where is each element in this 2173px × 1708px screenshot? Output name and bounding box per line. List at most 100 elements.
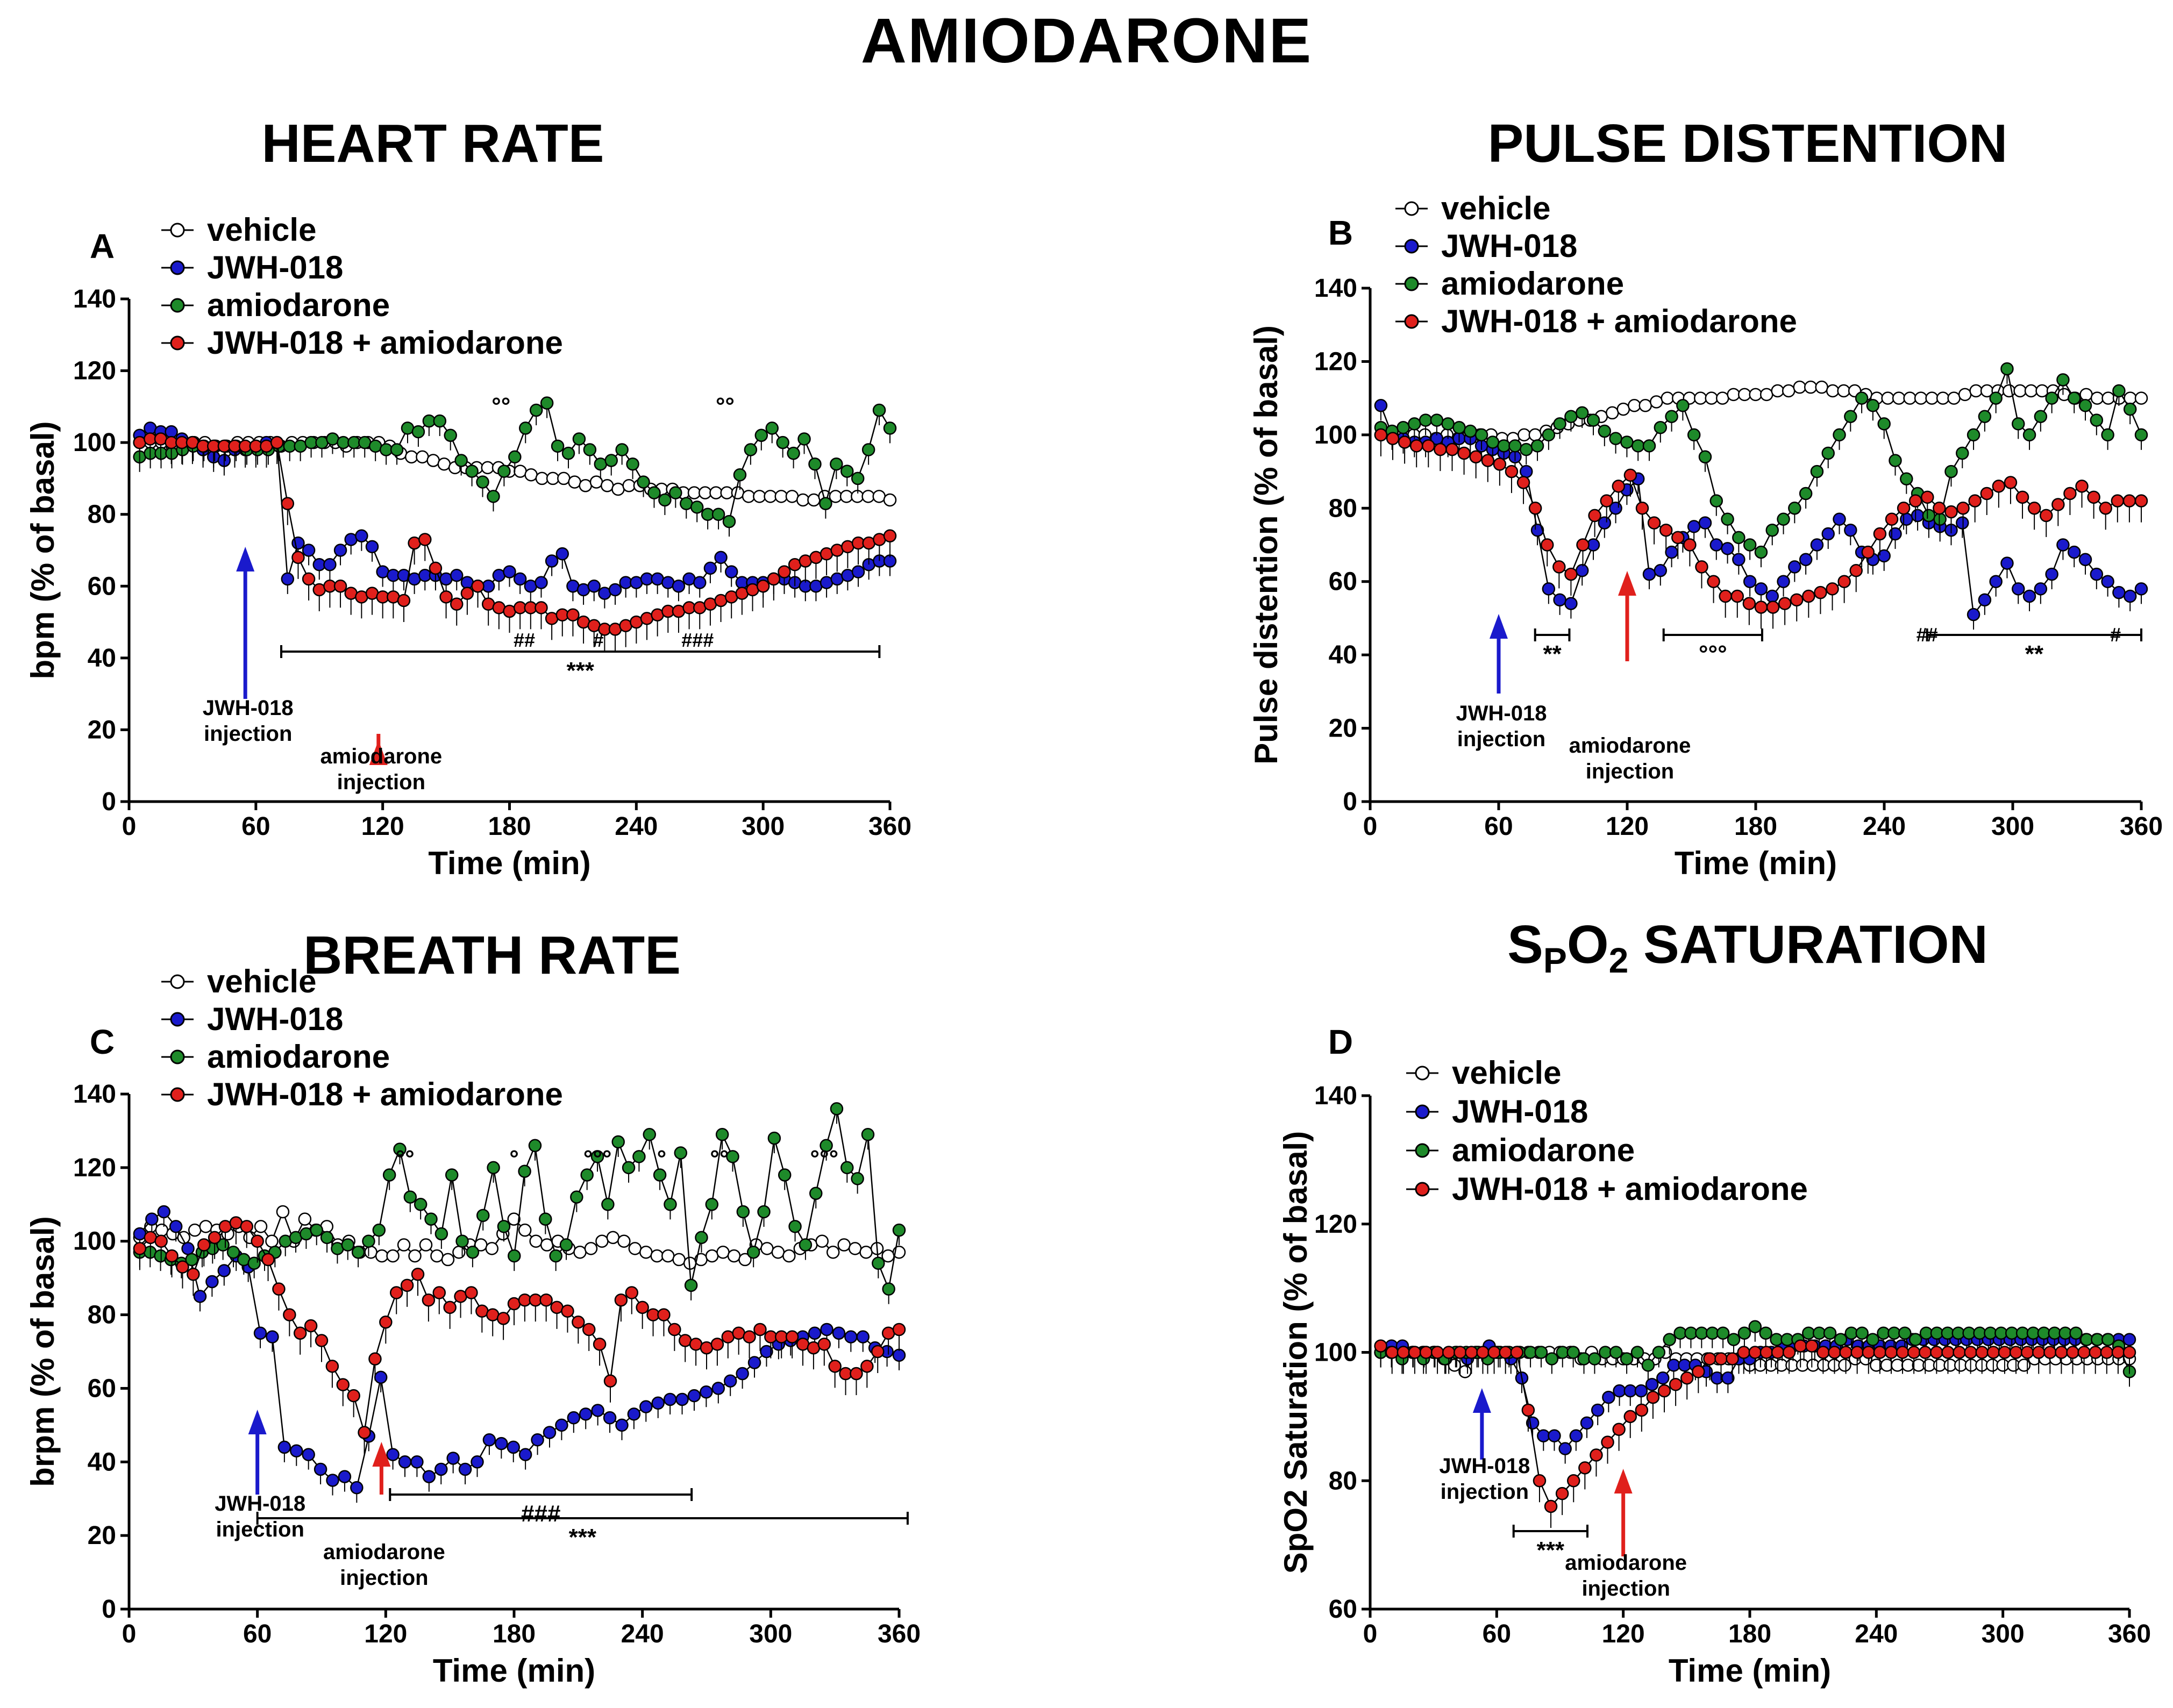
data-point (1850, 1346, 1864, 1359)
y-axis-title: SpO2 Saturation (% of basal) (1278, 1131, 1314, 1574)
data-point (2022, 589, 2036, 603)
data-point (611, 482, 625, 496)
data-point (1814, 585, 1827, 599)
data-point (1732, 531, 1745, 545)
data-point (1908, 494, 1922, 508)
data-point (722, 514, 736, 528)
data-point (2056, 373, 2070, 387)
data-point (844, 1330, 858, 1343)
data-point (742, 490, 756, 503)
data-point (1816, 1346, 1830, 1359)
data-point (545, 554, 559, 568)
y-tick-label: 40 (88, 644, 116, 673)
data-point (883, 493, 897, 507)
data-point (247, 1256, 261, 1270)
data-point (582, 1323, 596, 1337)
y-tick-label: 0 (1343, 788, 1357, 816)
data-point (1903, 391, 1916, 405)
data-point (627, 1407, 641, 1421)
data-point (743, 1330, 756, 1343)
legend-marker (1415, 1104, 1430, 1119)
data-point (1442, 1346, 1456, 1359)
data-point (2134, 582, 2148, 596)
data-point (828, 1360, 842, 1373)
data-point (1986, 1346, 2000, 1359)
data-point (1654, 564, 1668, 577)
data-point (2004, 476, 2018, 489)
data-point (1721, 512, 1734, 526)
data-point (1727, 388, 1740, 402)
data-point (830, 1102, 844, 1116)
injection-label: injection (216, 1518, 304, 1541)
data-point (1598, 424, 1612, 438)
data-point (310, 1223, 323, 1237)
data-point (684, 1278, 698, 1292)
data-point (555, 1418, 568, 1432)
data-point (315, 1334, 329, 1347)
data-point (454, 454, 468, 467)
injection-label: amiodarone (320, 745, 442, 768)
significance-marker: # (593, 629, 604, 651)
data-point (1542, 428, 1556, 442)
data-point (861, 443, 875, 456)
data-point (368, 1352, 382, 1366)
data-point (1374, 428, 1388, 442)
data-point (1896, 1346, 1910, 1359)
data-point (639, 1245, 653, 1259)
data-point (1737, 1326, 1751, 1340)
y-tick-label: 100 (1314, 1339, 1357, 1367)
data-point (566, 608, 580, 621)
data-point (809, 1187, 823, 1200)
data-point (336, 1378, 350, 1391)
x-tick-label: 0 (1363, 1620, 1378, 1648)
data-point (1892, 391, 1906, 405)
data-point (1855, 1326, 1869, 1340)
x-axis-title: Time (min) (1669, 1653, 1831, 1689)
data-point (1956, 502, 1970, 515)
data-point (2090, 413, 2104, 427)
data-point (1844, 410, 1857, 423)
data-point (1534, 1346, 1548, 1359)
data-point (266, 1330, 279, 1343)
data-point (1663, 1333, 1676, 1346)
data-point (754, 428, 768, 442)
data-point (617, 1234, 631, 1248)
significance-marker: *** (566, 658, 594, 684)
data-point (672, 1253, 686, 1267)
data-point (2022, 428, 2036, 442)
data-point (2101, 1333, 2115, 1346)
data-point (2089, 1346, 2102, 1359)
data-point (535, 601, 548, 614)
data-point (1737, 1346, 1750, 1359)
data-point (1569, 1429, 1583, 1442)
data-point (675, 1392, 689, 1406)
data-point (1671, 531, 1685, 545)
data-point (338, 1470, 352, 1483)
legend-marker (170, 335, 185, 351)
data-point (615, 1418, 629, 1432)
data-point (1956, 516, 1969, 530)
data-point (382, 1168, 396, 1182)
data-point (1823, 1326, 1837, 1340)
data-point (1566, 1346, 1580, 1359)
data-point (261, 1253, 275, 1267)
data-point (1944, 464, 1958, 478)
data-point (333, 580, 347, 593)
legend-marker (170, 1049, 185, 1064)
data-point (615, 443, 629, 456)
data-point (628, 1242, 642, 1255)
data-point (1650, 395, 1663, 409)
data-point (882, 1282, 895, 1296)
data-point (851, 471, 865, 485)
data-point (2020, 1346, 2034, 1359)
data-point (1540, 538, 1554, 552)
data-point (716, 1245, 730, 1259)
data-point (1564, 597, 1578, 610)
data-point (496, 1312, 510, 1325)
data-point (1766, 601, 1780, 614)
data-point (785, 490, 799, 503)
data-point (433, 414, 447, 428)
data-point (397, 1238, 411, 1252)
significance-marker: ### (521, 1500, 560, 1527)
injection-label: amiodarone (1569, 734, 1691, 757)
